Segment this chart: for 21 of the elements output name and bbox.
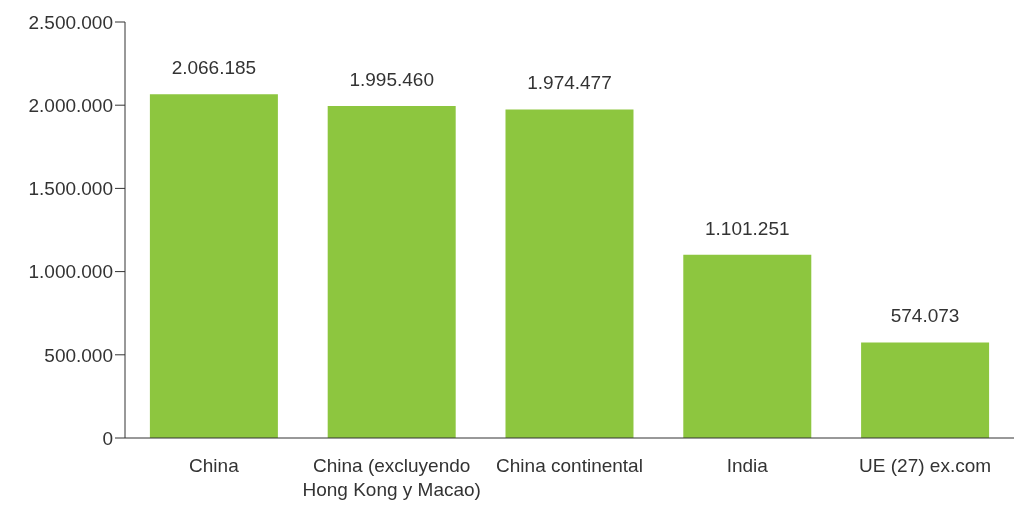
- data-label: 1.995.460: [349, 68, 434, 90]
- y-tick-label: 500.000: [44, 344, 113, 366]
- bar: [683, 254, 812, 438]
- x-tick-label: China: [189, 455, 240, 476]
- data-label: 1.101.251: [705, 217, 790, 239]
- x-tick-label: India: [726, 455, 769, 476]
- bar: [327, 105, 456, 438]
- y-tick-label: 1.000.000: [28, 261, 113, 283]
- bar: [861, 342, 990, 438]
- y-tick-label: 0: [102, 427, 113, 449]
- y-tick-label: 1.500.000: [28, 178, 113, 200]
- y-tick-label: 2.500.000: [28, 11, 113, 33]
- x-tick-label: UE (27) ex.com: [859, 455, 992, 476]
- data-label: 1.974.477: [527, 72, 612, 94]
- data-label: 574.073: [890, 305, 960, 327]
- bar: [149, 94, 278, 438]
- bar: [505, 109, 634, 438]
- y-tick-label: 2.000.000: [28, 94, 113, 116]
- x-tick-label: China continental: [496, 455, 643, 476]
- data-label: 2.066.185: [171, 57, 257, 79]
- x-tick-label: China (excluyendo Hong Kong y Macao): [302, 455, 481, 500]
